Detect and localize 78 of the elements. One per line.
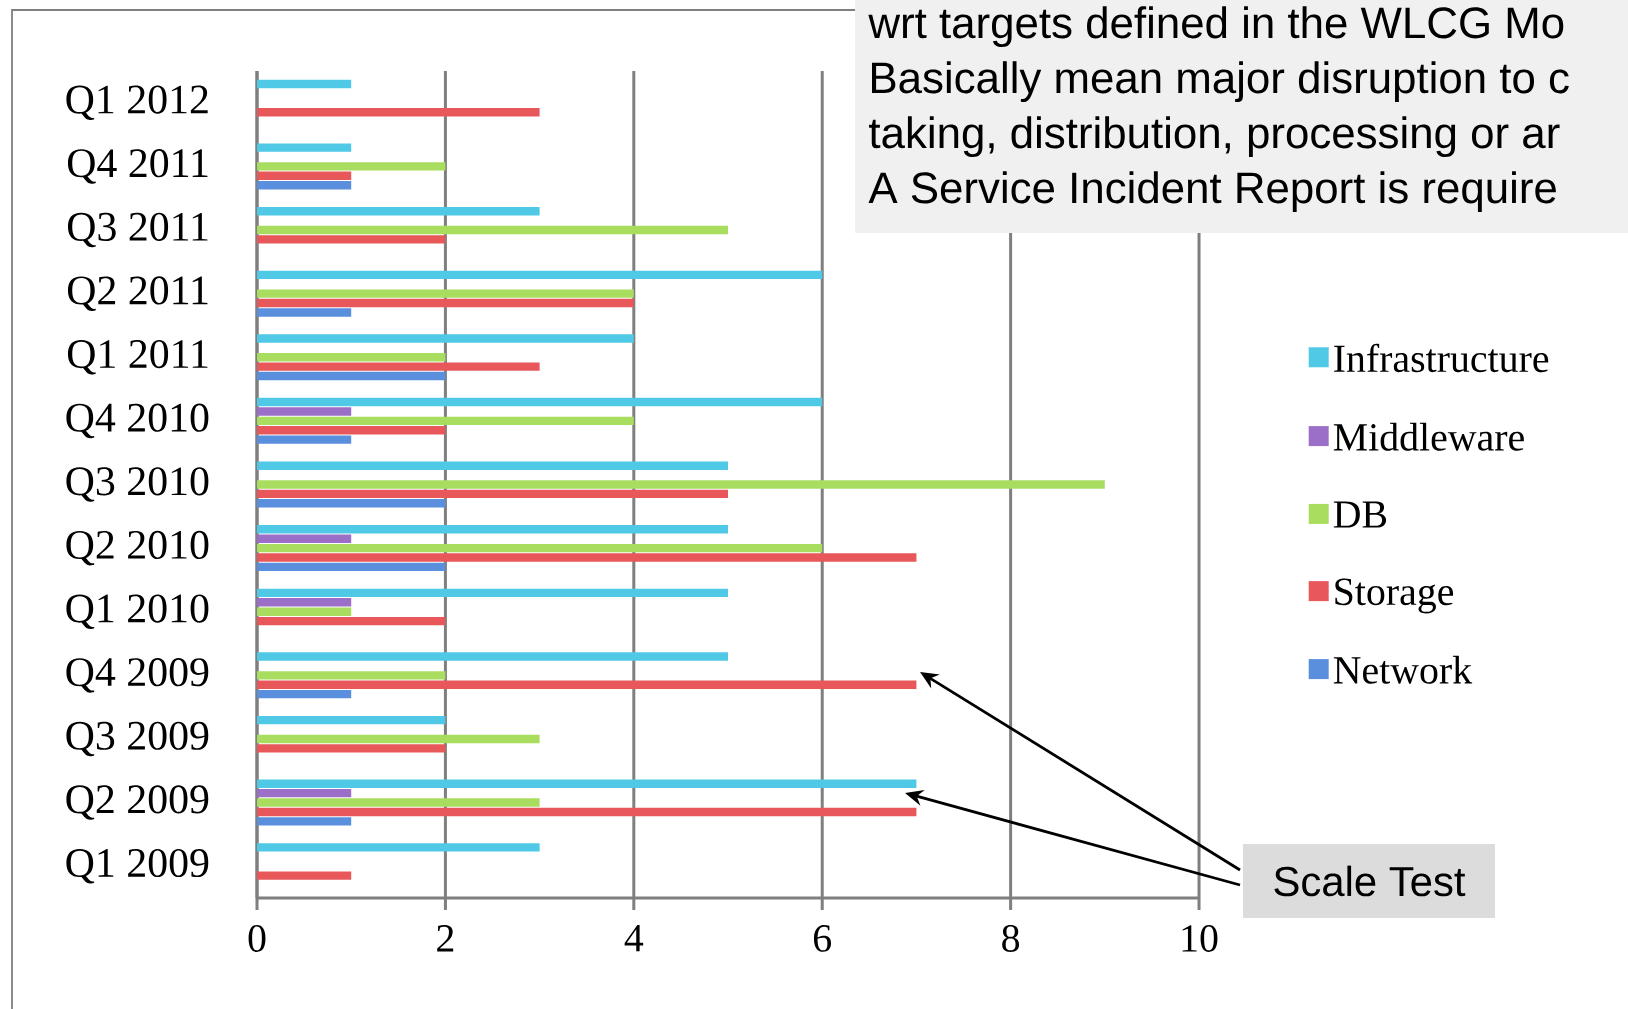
- y-tick-label: Q1 2011: [67, 339, 208, 375]
- bar: [257, 671, 446, 680]
- bar: [257, 270, 823, 280]
- bar: [257, 534, 352, 543]
- bar: [257, 588, 729, 598]
- bar: [257, 744, 446, 753]
- text: wrt targets defined in the WLCG Mo: [868, 6, 1564, 48]
- bar: [257, 461, 729, 470]
- y-tick-label: Q2 2009: [66, 785, 209, 820]
- bar: [257, 353, 446, 362]
- bar: [257, 298, 634, 308]
- bar: [257, 334, 634, 343]
- bar: [257, 652, 729, 661]
- x-tick-label: 4: [624, 925, 644, 952]
- x-tick-label: 8: [1002, 925, 1020, 952]
- bar: [257, 289, 634, 298]
- legend-label: Middleware: [1333, 422, 1524, 451]
- x-tick-label: 2: [437, 925, 454, 952]
- y-tick-label: Q3 2011: [67, 212, 208, 248]
- bar: [257, 143, 352, 152]
- y-tick-label: Q2 2010: [66, 530, 209, 566]
- bar: [257, 107, 540, 117]
- annotation: A Service Incident Report is require: [868, 171, 1556, 213]
- bar: [257, 779, 917, 788]
- bar: [257, 397, 823, 407]
- legend-label: DB: [1333, 501, 1387, 528]
- bar: [257, 162, 446, 171]
- bar: [257, 371, 446, 381]
- bar: [257, 225, 729, 235]
- bar: [257, 689, 352, 699]
- bar: [257, 543, 823, 553]
- y-tick-label: Q4 2009: [66, 658, 209, 693]
- legend-label: Storage: [1335, 578, 1454, 614]
- bar: [257, 871, 352, 880]
- y-tick-label: Q1 2012: [66, 85, 208, 121]
- bar: [257, 489, 729, 499]
- y-tick-label: Q3 2009: [66, 721, 209, 757]
- bar: [257, 308, 352, 317]
- bar: [257, 407, 352, 416]
- bar: [257, 525, 729, 534]
- bar: [257, 607, 352, 616]
- bar: [257, 807, 917, 817]
- bar: [257, 171, 352, 180]
- y-tick-label: Q2 2011: [67, 276, 208, 311]
- bar: [257, 553, 917, 562]
- annotation: taking, distribution, processing or ar: [869, 116, 1560, 158]
- bar: [257, 499, 446, 508]
- legend-label: Network: [1333, 655, 1473, 684]
- bar: [257, 843, 540, 852]
- annotation: Basically mean major disruption to c: [872, 61, 1569, 103]
- y-tick-label: Q4 2010: [66, 403, 209, 439]
- y-tick-label: Q1 2010: [66, 594, 209, 630]
- bar: [257, 598, 352, 607]
- y-tick-label: Q4 2011: [67, 149, 208, 184]
- bar: [257, 817, 352, 826]
- bar: [257, 79, 352, 89]
- bar: [257, 616, 446, 626]
- y-tick-label: Q1 2009: [66, 848, 209, 884]
- bar: [257, 180, 352, 190]
- bar: [257, 715, 446, 725]
- x-tick-label: 10: [1182, 925, 1218, 952]
- y-tick-label: Q3 2010: [66, 467, 209, 502]
- bar: [257, 435, 352, 444]
- bar: [257, 480, 1105, 489]
- text: Scale Test: [1274, 865, 1466, 897]
- bar: [257, 426, 446, 435]
- bar: [257, 798, 540, 807]
- x-tick-label: 6: [813, 925, 831, 952]
- bar: [257, 562, 446, 572]
- bar: [257, 788, 352, 798]
- bar: [257, 207, 540, 216]
- x-tick-label: 0: [248, 925, 266, 952]
- bar: [257, 734, 540, 744]
- legend-label: Infrastructure: [1334, 343, 1549, 373]
- bar: [257, 362, 540, 371]
- bar: [257, 680, 917, 689]
- bar: [257, 416, 634, 426]
- bar: [257, 235, 446, 244]
